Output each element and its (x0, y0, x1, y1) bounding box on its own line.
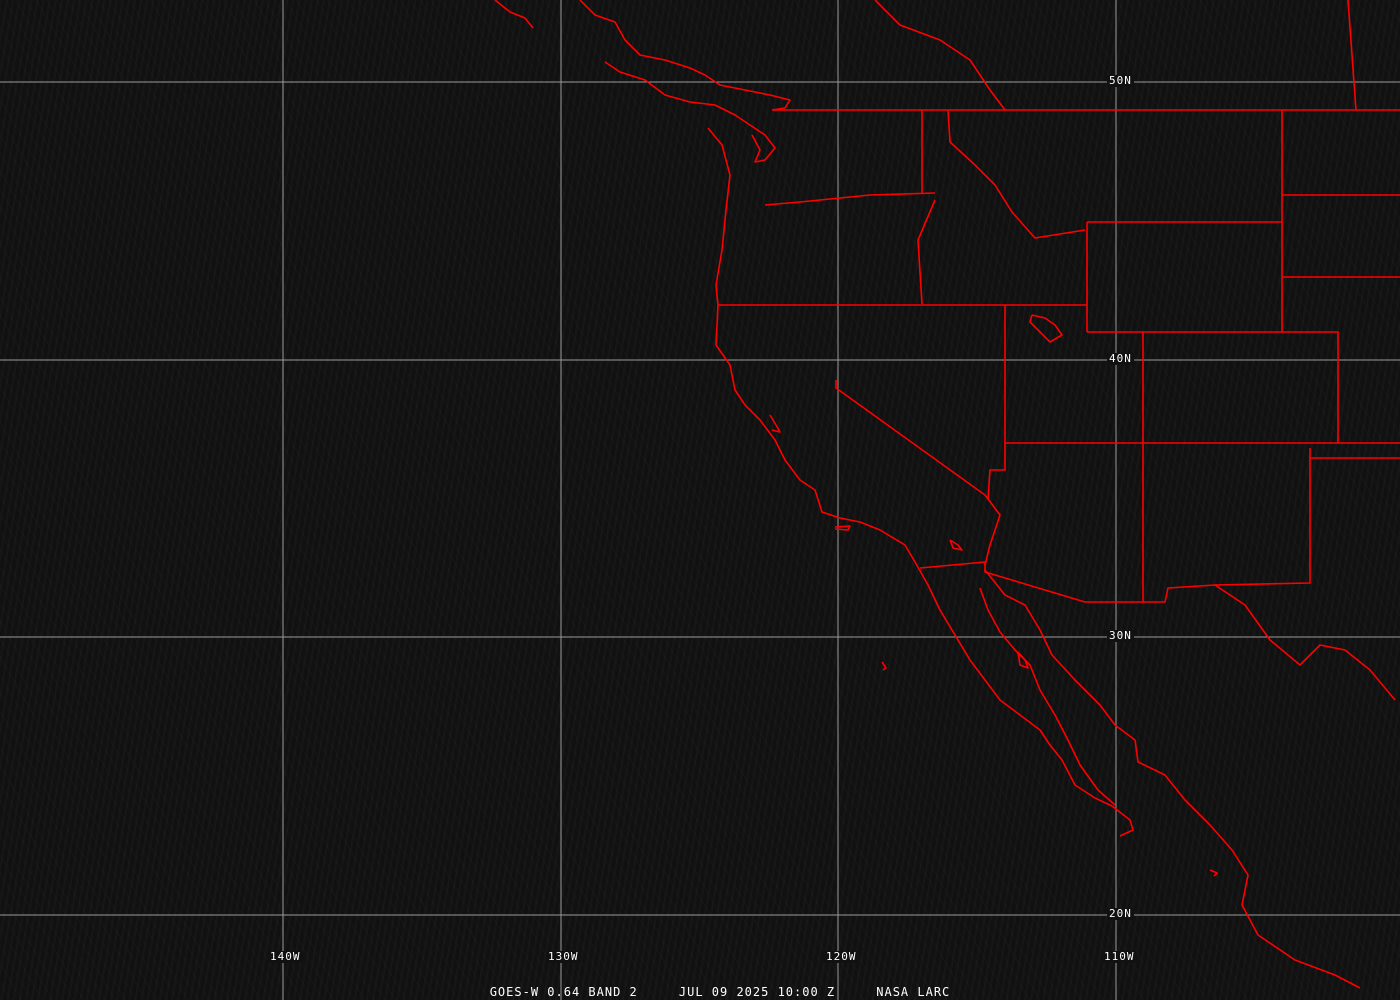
lon-label-140w: 140W (268, 950, 303, 963)
alberta-bc-border (874, 0, 1006, 111)
revillagigedo-island (1209, 869, 1218, 877)
great-salt-lake (1029, 314, 1063, 343)
guadalupe-island (881, 661, 887, 671)
vancouver-island (604, 61, 776, 163)
coastline-gulf-baja (979, 587, 1116, 806)
coastline-bc-mainland (579, 0, 791, 111)
lon-label-120w: 120W (824, 950, 859, 963)
lon-label-130w: 130W (546, 950, 581, 963)
gulf-islands (1017, 651, 1029, 669)
canada-province-border (1347, 0, 1357, 111)
sf-bay (769, 414, 781, 433)
coastline-mainland-mexico (984, 569, 1361, 989)
or-id-border (917, 199, 936, 305)
lon-label-110w: 110W (1102, 950, 1137, 963)
lat-label-30n: 30N (1107, 629, 1134, 642)
coastline-bc (494, 0, 534, 29)
channel-islands (834, 525, 851, 531)
nv-ut-border (987, 305, 1006, 501)
ut-wy-co-border (1005, 331, 1339, 444)
id-mt-border (947, 109, 1086, 239)
lat-label-20n: 20N (1107, 907, 1134, 920)
coastline-us-mexico (707, 127, 1134, 837)
ca-nv-border (835, 380, 1001, 566)
nm-east-border (1214, 448, 1311, 586)
wa-or-border (764, 192, 936, 206)
lat-label-40n: 40N (1107, 352, 1134, 365)
image-caption: GOES-W 0.64 BAND 2 JUL 09 2025 10:00 Z N… (489, 985, 951, 999)
lat-label-50n: 50N (1107, 74, 1134, 87)
boundaries (494, 0, 1400, 989)
us-mexico-border (919, 561, 1396, 701)
salton-sea (949, 539, 963, 551)
